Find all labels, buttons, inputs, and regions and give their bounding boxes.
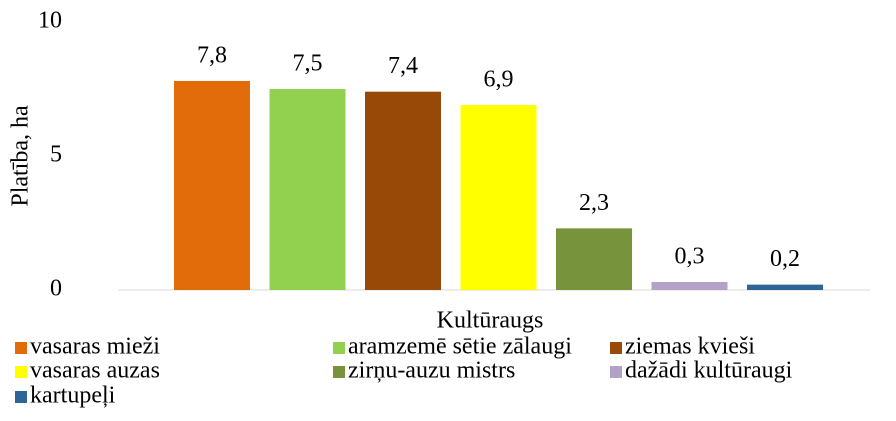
bar xyxy=(460,105,537,290)
data-label: 7,5 xyxy=(293,51,323,77)
y-axis-label: Platība, ha xyxy=(8,105,34,207)
bar xyxy=(556,228,632,290)
legend-swatch xyxy=(15,391,27,403)
bar xyxy=(651,281,728,290)
bar xyxy=(365,91,441,291)
legend-swatch xyxy=(610,366,622,378)
legend-label: zirņu-auzu mistrs xyxy=(348,358,515,384)
y-tick-label: 0 xyxy=(50,276,62,302)
y-tick-label: 10 xyxy=(38,8,62,34)
x-axis-label: Kultūraugs xyxy=(437,308,544,334)
legend-label: vasaras mieži xyxy=(30,334,160,360)
legend-label: aramzemē sētie zālaugi xyxy=(348,334,572,360)
data-label: 6,9 xyxy=(484,67,514,93)
data-label: 0,3 xyxy=(675,243,705,269)
bar xyxy=(747,284,823,290)
legend-swatch xyxy=(333,366,345,378)
legend-swatch xyxy=(333,342,345,354)
legend-label: kartupeļi xyxy=(30,383,116,409)
data-label: 2,3 xyxy=(579,190,609,216)
legend-swatch xyxy=(15,342,27,354)
y-tick-label: 5 xyxy=(50,142,62,168)
legend-label: vasaras auzas xyxy=(30,358,160,384)
data-label: 0,2 xyxy=(770,246,800,272)
legend-label: ziemas kvieši xyxy=(625,334,755,360)
data-label: 7,4 xyxy=(388,53,418,79)
bar xyxy=(269,89,346,290)
legend-swatch xyxy=(610,342,622,354)
data-label: 7,8 xyxy=(197,42,227,68)
legend-label: dažādi kultūraugi xyxy=(625,358,793,384)
legend-swatch xyxy=(15,366,27,378)
bar xyxy=(174,80,250,291)
